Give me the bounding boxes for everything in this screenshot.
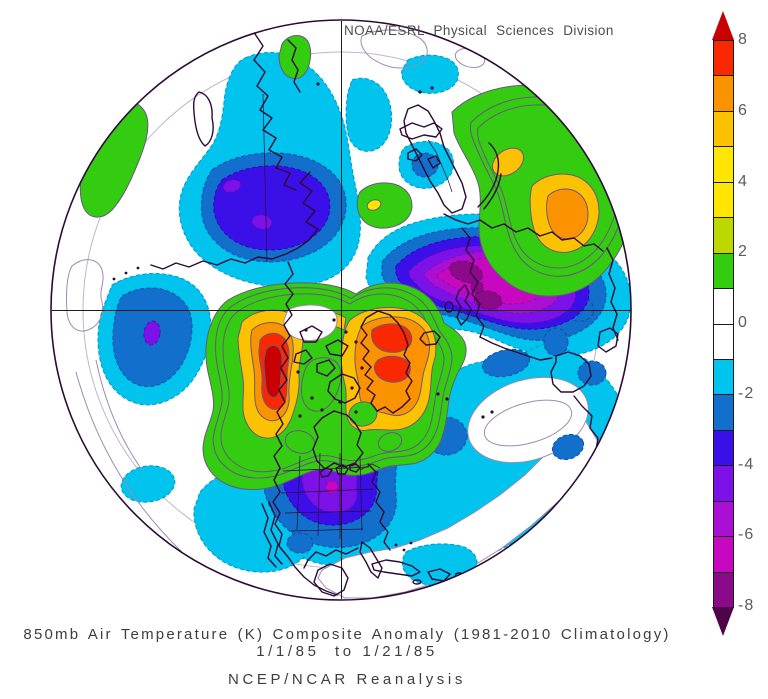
colorbar-tick-0: 0: [738, 314, 748, 331]
colorbar-tick--2: -2: [738, 384, 755, 402]
colorbar-segment--8..-7: [714, 571, 733, 607]
colorbar-segment--2..-1: [714, 358, 733, 395]
colorbar-segment--4..-3: [714, 429, 733, 466]
colorbar-segment-+6..+7: [714, 75, 733, 111]
colorbar-segment-+4..+5: [714, 146, 733, 182]
caption-variable: 850mb Air Temperature (K) Composite Anom…: [23, 626, 671, 643]
colorbar-tick-8: 8: [738, 31, 748, 48]
colorbar-segment--3..-2: [714, 394, 733, 430]
colorbar-segments: [713, 40, 734, 608]
us-state-borders: [280, 452, 374, 539]
colorbar-segment-0..+1: [714, 288, 733, 324]
colorbar-tick--8: -8: [738, 597, 755, 614]
colorbar-tick--6: -6: [738, 526, 755, 544]
colorbar-segment--5..-4: [714, 465, 733, 501]
map-boundary-circle: [50, 19, 632, 601]
colorbar-tick-2: 2: [738, 243, 748, 261]
colorbar-segment--1..0: [714, 323, 733, 359]
zero-contour-lines: [66, 29, 573, 553]
coastlines: [112, 20, 619, 597]
warm-anomaly-regions: [79, 35, 631, 490]
colorbar-top-arrow: [712, 11, 734, 40]
page-title: NOAA/ESRL Physical Sciences Division: [344, 23, 614, 38]
caption-source: NCEP/NCAR Reanalysis: [228, 671, 466, 688]
colorbar-bottom-arrow: [712, 607, 734, 636]
colorbar-segment--7..-6: [714, 536, 733, 572]
colorbar-segment--6..-5: [714, 500, 733, 537]
graticule: [52, 21, 630, 599]
caption-dates: 1/1/85 to 1/21/85: [256, 643, 438, 660]
colorbar-tick--4: -4: [738, 455, 755, 473]
colorbar-segment-+1..+2: [714, 252, 733, 289]
colorbar-segment-+5..+6: [714, 110, 733, 147]
colorbar-segment-+3..+4: [714, 181, 733, 218]
colorbar-tick-4: 4: [738, 172, 748, 190]
colorbar-segment-+2..+3: [714, 217, 733, 253]
island-speckles: [112, 82, 494, 552]
colorbar-tick-6: 6: [738, 101, 748, 119]
colorbar-segment-+7..+8: [714, 41, 733, 76]
